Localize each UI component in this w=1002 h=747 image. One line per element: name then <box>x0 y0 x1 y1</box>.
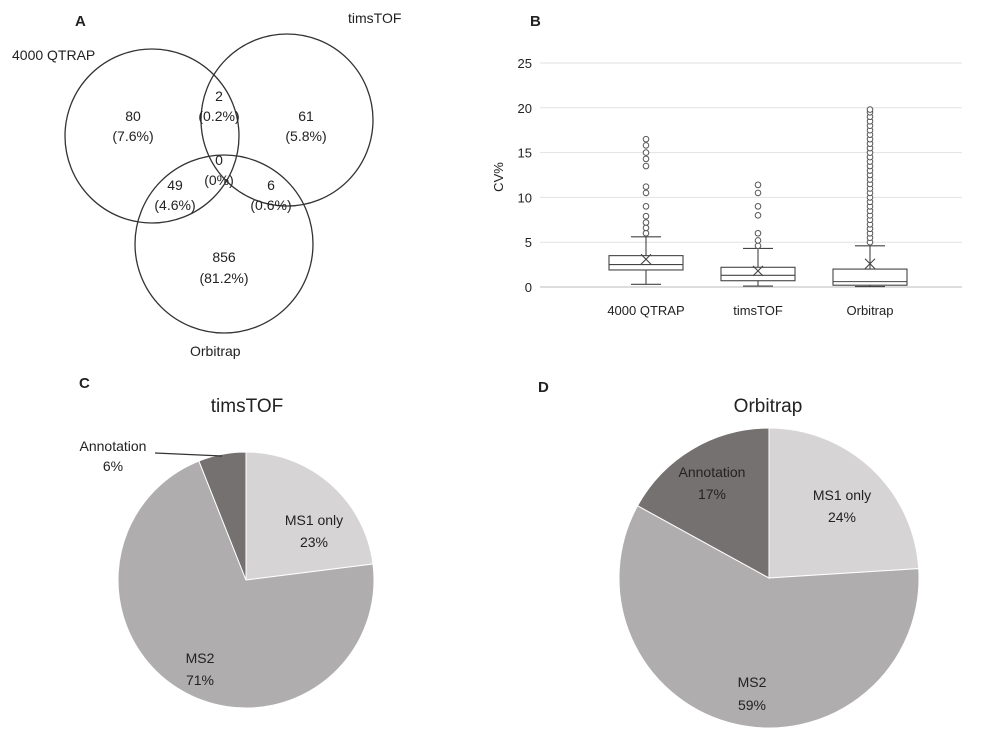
box-plot-gridlines <box>540 62 962 288</box>
box-series <box>608 135 684 285</box>
outlier-point <box>754 189 762 197</box>
box <box>832 268 908 286</box>
y-tick-label: 25 <box>518 56 532 71</box>
pie-slice-ms2 <box>117 460 375 709</box>
venn-pct-qtrap-orbitrap: (4.6%) <box>154 197 195 213</box>
outlier-point <box>642 224 650 232</box>
venn-set-label-orbitrap: Orbitrap <box>190 343 241 359</box>
pie-label-ms1-orbitrap: MS1 only <box>813 487 871 503</box>
venn-count-orbitrap-only: 856 <box>212 249 236 265</box>
pie-title-orbitrap: Orbitrap <box>734 396 803 417</box>
pie-slice-annotation <box>198 451 247 581</box>
venn-circle-4000-qtrap <box>64 48 240 224</box>
pie-value-annotation-orbitrap: 17% <box>698 486 726 502</box>
venn-pct-timstof-orbitrap: (0.6%) <box>250 197 291 213</box>
outlier-point <box>642 135 650 143</box>
y-tick-label: 5 <box>525 235 532 250</box>
outlier-point <box>642 219 650 226</box>
outlier-point <box>754 181 762 189</box>
y-tick-label: 15 <box>518 146 532 161</box>
venn-count-qtrap-timstof: 2 <box>215 88 223 104</box>
mean-marker <box>864 258 876 270</box>
x-tick-label: timsTOF <box>733 303 783 318</box>
y-tick-label: 0 <box>525 280 532 295</box>
outlier-point <box>754 237 762 244</box>
venn-pct-timstof-only: (5.8%) <box>285 128 326 144</box>
box <box>608 255 684 271</box>
outlier-point <box>642 142 650 149</box>
venn-pct-all-three: (0%) <box>204 172 234 188</box>
box-plot-y-axis-label: CV% <box>491 162 506 192</box>
venn-count-qtrap-only: 80 <box>125 108 141 124</box>
venn-pct-qtrap-only: (7.6%) <box>112 128 153 144</box>
venn-diagram: A 4000 QTRAP timsTOF Orbitrap 80 (7.6%) … <box>12 10 401 359</box>
outlier-point <box>754 203 762 210</box>
mean-marker <box>752 265 764 277</box>
box-plot-x-ticks: 4000 QTRAP timsTOF Orbitrap <box>607 303 893 318</box>
outlier-point <box>642 155 650 163</box>
pie-slices-orbitrap <box>618 427 920 729</box>
pie-slices-timstof <box>117 451 375 709</box>
pie-chart-orbitrap: D Orbitrap Annotation 17% MS1 only 24% M… <box>538 379 920 729</box>
box-series <box>720 181 796 287</box>
pie-value-ms2-timstof: 71% <box>186 672 214 688</box>
pie-label-ms1-timstof: MS1 only <box>285 512 343 528</box>
venn-count-all-three: 0 <box>215 152 223 168</box>
pie-label-ms2-timstof: MS2 <box>186 650 215 666</box>
pie-label-annotation-timstof: Annotation <box>80 438 147 454</box>
outlier-point <box>754 212 762 219</box>
box-series <box>832 106 908 288</box>
y-tick-label: 10 <box>518 190 532 205</box>
pie-slice-ms2 <box>618 505 920 729</box>
venn-set-label-timstof: timsTOF <box>348 10 401 26</box>
venn-count-timstof-only: 61 <box>298 108 314 124</box>
pie-slice-annotation <box>636 427 770 579</box>
pie-chart-timstof: C timsTOF Annotation 6% MS1 only 23% MS2… <box>79 375 375 709</box>
pie-value-annotation-timstof: 6% <box>103 458 123 474</box>
outlier-point <box>642 183 650 190</box>
venn-count-timstof-orbitrap: 6 <box>267 177 275 193</box>
outlier-point <box>866 106 874 113</box>
venn-count-qtrap-orbitrap: 49 <box>167 177 183 193</box>
pie-title-timstof: timsTOF <box>211 396 283 417</box>
venn-circle-timstof <box>200 33 374 207</box>
outlier-point <box>642 203 650 210</box>
pie-slice-ms1-only <box>245 451 374 581</box>
outlier-point <box>642 212 650 220</box>
panel-label-b: B <box>530 13 541 30</box>
panel-label-c: C <box>79 375 90 392</box>
outlier-point <box>754 229 762 237</box>
outlier-point <box>642 229 650 237</box>
pie-value-ms1-orbitrap: 24% <box>828 509 856 525</box>
box-plot-marks <box>608 106 908 288</box>
pie-slice-ms1-only <box>768 427 920 579</box>
outlier-point <box>642 162 650 170</box>
mean-marker <box>640 253 652 265</box>
pie-label-ms2-orbitrap: MS2 <box>738 674 767 690</box>
outlier-point <box>642 149 650 156</box>
panel-label-d: D <box>538 379 549 396</box>
box <box>720 266 796 282</box>
pie-value-ms2-orbitrap: 59% <box>738 697 766 713</box>
venn-pct-qtrap-timstof: (0.2%) <box>198 108 239 124</box>
box-plot-y-ticks: 0 5 10 15 20 25 <box>518 56 532 295</box>
panel-label-a: A <box>75 13 86 30</box>
venn-pct-orbitrap-only: (81.2%) <box>199 270 248 286</box>
x-tick-label: Orbitrap <box>847 303 894 318</box>
box-plot: B CV% 0 5 10 15 20 25 4000 QTRAP timsTOF Orbitr… <box>491 13 962 318</box>
pie-label-annotation-orbitrap: Annotation <box>679 464 746 480</box>
outlier-point <box>754 242 762 250</box>
venn-set-label-4000-qtrap: 4000 QTRAP <box>12 47 95 63</box>
annotation-leader-line <box>154 452 223 457</box>
outlier-point <box>642 189 650 197</box>
x-tick-label: 4000 QTRAP <box>607 303 684 318</box>
y-tick-label: 20 <box>518 101 532 116</box>
pie-value-ms1-timstof: 23% <box>300 534 328 550</box>
venn-circle-orbitrap <box>134 154 314 334</box>
